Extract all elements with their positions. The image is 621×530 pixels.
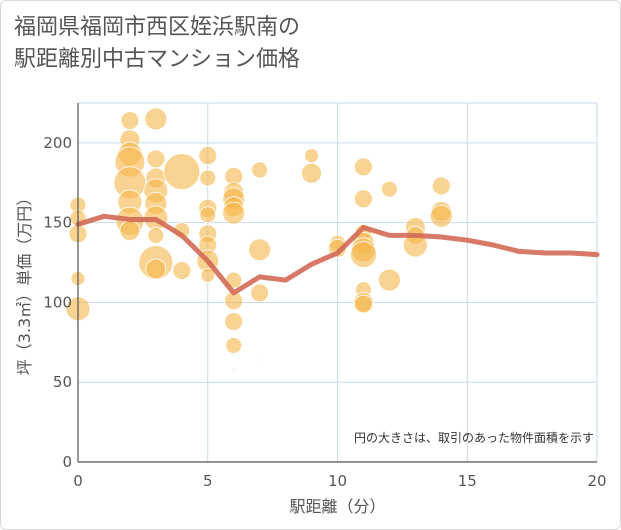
bubble xyxy=(354,157,373,177)
bubble xyxy=(251,161,269,179)
y-axis-label: 坪（3.3㎡）単価（万円） xyxy=(15,190,34,375)
bubble xyxy=(354,189,373,209)
bubble xyxy=(232,368,236,371)
y-tick-label: 200 xyxy=(43,134,72,152)
bubble xyxy=(225,337,243,354)
bubble xyxy=(163,153,201,191)
x-tick-label: 5 xyxy=(203,472,213,490)
bubble xyxy=(431,176,451,196)
bubble xyxy=(250,283,270,303)
bubble xyxy=(350,241,377,268)
bubble xyxy=(199,169,217,187)
bubble xyxy=(354,294,373,314)
bubble xyxy=(147,227,165,244)
x-tick-label: 10 xyxy=(328,472,347,490)
bubble xyxy=(232,353,236,357)
y-tick-label: 100 xyxy=(43,293,72,311)
bubble xyxy=(248,238,272,262)
trend-line xyxy=(75,213,600,296)
bubble xyxy=(198,146,218,166)
bubble xyxy=(199,206,217,224)
bubble xyxy=(429,204,453,228)
chart-title: 福岡県福岡市西区姪浜駅南の 駅距離別中古マンション価格 xyxy=(14,12,300,76)
x-tick-label: 20 xyxy=(587,472,606,490)
y-tick-label: 50 xyxy=(53,373,72,391)
y-tick-label: 0 xyxy=(62,453,72,471)
bubble xyxy=(301,162,322,184)
y-tick-label: 150 xyxy=(43,214,72,232)
bubble xyxy=(200,267,216,283)
bubble xyxy=(222,201,246,225)
bubble xyxy=(145,258,167,280)
size-note: 円の大きさは、取引のあった物件面積を示す xyxy=(354,430,594,445)
chart-title-line-2: 駅距離別中古マンション価格 xyxy=(14,47,301,72)
x-tick-label: 15 xyxy=(458,472,477,490)
axes xyxy=(77,103,597,463)
x-axis-label: 駅距離（分） xyxy=(289,497,385,516)
bubble xyxy=(304,148,319,164)
bubble xyxy=(120,111,140,130)
x-tick-label: 0 xyxy=(73,472,83,490)
bubble xyxy=(224,312,244,331)
bubble xyxy=(172,261,192,280)
bubble xyxy=(144,107,168,131)
bubble xyxy=(146,149,166,169)
bubble xyxy=(258,358,262,362)
bubbles xyxy=(65,107,453,371)
bubble xyxy=(377,268,401,292)
chart-title-line-1: 福岡県福岡市西区姪浜駅南の xyxy=(14,15,301,40)
bubble xyxy=(380,180,398,198)
bubble xyxy=(119,220,141,242)
